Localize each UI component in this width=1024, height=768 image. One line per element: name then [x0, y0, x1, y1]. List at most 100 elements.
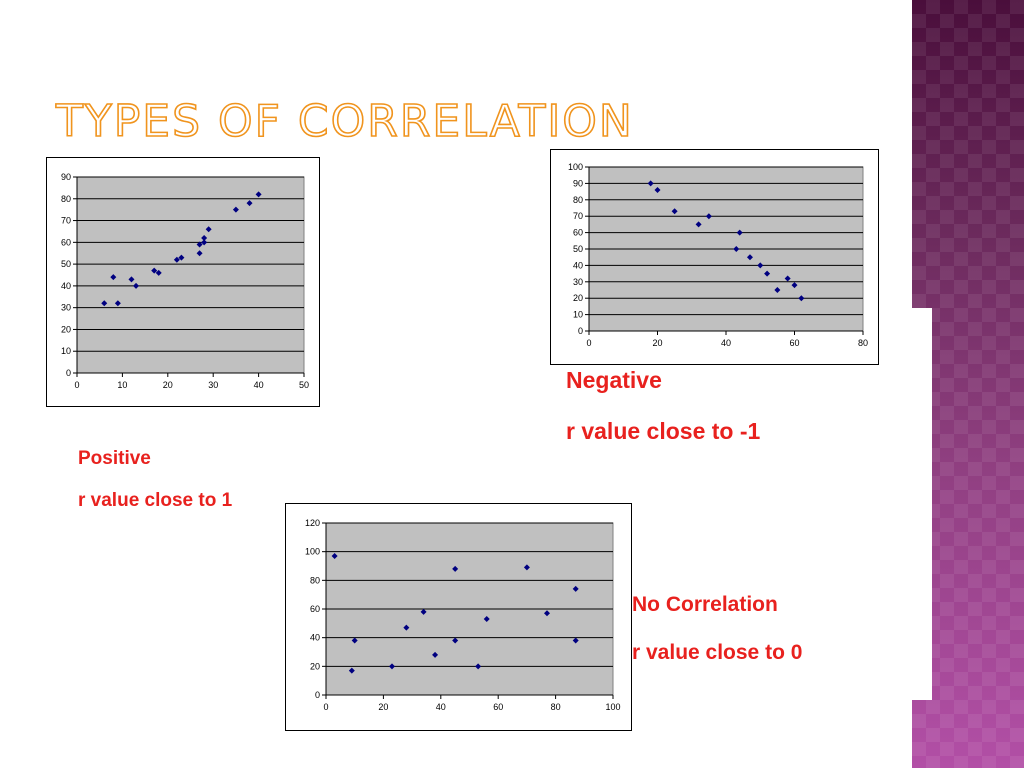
y-tick-label-20: 20	[310, 661, 320, 671]
decorative-notch	[912, 308, 932, 700]
data-point-11	[201, 239, 208, 246]
data-point-16	[255, 191, 262, 198]
x-tick-label-60: 60	[493, 702, 503, 712]
x-tick-label-30: 30	[208, 380, 218, 390]
data-point-8	[757, 262, 764, 269]
x-tick-label-0: 0	[586, 338, 591, 348]
data-point-12	[201, 234, 208, 241]
y-tick-label-100: 100	[305, 547, 320, 557]
x-tick-label-20: 20	[163, 380, 173, 390]
data-point-2	[351, 637, 358, 644]
data-point-13	[205, 226, 212, 233]
data-point-6	[432, 651, 439, 658]
data-point-10	[483, 616, 490, 623]
data-point-8	[452, 565, 459, 572]
y-tick-label-70: 70	[61, 216, 71, 226]
x-tick-label-80: 80	[858, 338, 868, 348]
data-point-1	[348, 667, 355, 674]
y-tick-label-40: 40	[573, 260, 583, 270]
no-correlation-caption-detail: r value close to 0	[632, 641, 803, 664]
data-point-9	[475, 663, 482, 670]
data-point-10	[774, 287, 781, 293]
x-tick-label-60: 60	[789, 338, 799, 348]
data-point-12	[543, 610, 550, 617]
data-point-4	[133, 282, 140, 289]
data-point-3	[128, 276, 135, 283]
positive-scatter-plot: 0 10 20 30 40 50 60 70 80 90 0 10 20 30 40 50	[61, 172, 309, 390]
y-tick-label-80: 80	[573, 195, 583, 205]
no-correlation-chart: 0 20 40 60 80 100 120 0 20 40 60 80 100	[285, 503, 632, 731]
data-point-9	[196, 250, 203, 257]
data-point-4	[705, 213, 712, 220]
y-tick-label-40: 40	[61, 281, 71, 291]
data-point-13	[798, 295, 805, 302]
data-point-11	[523, 564, 530, 571]
x-tick-label-40: 40	[721, 338, 731, 348]
y-tick-label-60: 60	[573, 228, 583, 238]
x-tick-label-50: 50	[299, 380, 309, 390]
data-point-14	[572, 637, 579, 644]
data-point-14	[232, 206, 239, 213]
y-tick-label-10: 10	[573, 310, 583, 320]
data-point-4	[403, 624, 410, 631]
y-tick-label-20: 20	[61, 324, 71, 334]
negative-scatter-plot: 0 10 20 30 40 50 60 70 80 90 100 0 20 40 60 80	[568, 162, 868, 348]
y-tick-label-50: 50	[61, 259, 71, 269]
data-point-10	[196, 241, 203, 248]
y-tick-label-0: 0	[578, 326, 583, 336]
y-tick-label-100: 100	[568, 162, 583, 172]
y-tick-label-90: 90	[573, 178, 583, 188]
y-tick-label-50: 50	[573, 244, 583, 254]
y-tick-label-60: 60	[61, 237, 71, 247]
data-point-7	[173, 256, 180, 263]
data-point-7	[452, 637, 459, 644]
data-point-3	[695, 221, 702, 228]
data-point-2	[114, 300, 121, 307]
x-tick-label-40: 40	[436, 702, 446, 712]
x-tick-label-40: 40	[254, 380, 264, 390]
data-point-6	[155, 269, 162, 276]
no-correlation-caption-heading: No Correlation	[632, 593, 778, 616]
x-tick-label-100: 100	[605, 702, 620, 712]
data-point-9	[764, 270, 771, 277]
y-tick-label-0: 0	[66, 368, 71, 378]
y-tick-label-10: 10	[61, 346, 71, 356]
x-tick-label-0: 0	[323, 702, 328, 712]
y-tick-label-60: 60	[310, 604, 320, 614]
negative-caption-detail: r value close to -1	[566, 418, 761, 444]
y-tick-label-70: 70	[573, 211, 583, 221]
y-tick-label-40: 40	[310, 633, 320, 643]
y-tick-label-30: 30	[573, 277, 583, 287]
negative-correlation-chart: 0 10 20 30 40 50 60 70 80 90 100 0 20 40 60 80	[550, 149, 879, 365]
positive-caption-heading: Positive	[78, 448, 151, 469]
y-tick-label-120: 120	[305, 518, 320, 528]
data-point-15	[246, 200, 253, 207]
no-correlation-scatter-plot: 0 20 40 60 80 100 120 0 20 40 60 80 100	[305, 518, 621, 712]
positive-caption-detail: r value close to 1	[78, 490, 233, 511]
data-point-0	[101, 300, 108, 307]
x-tick-label-20: 20	[652, 338, 662, 348]
data-point-12	[791, 282, 798, 289]
data-point-6	[736, 229, 743, 236]
y-tick-label-30: 30	[61, 303, 71, 313]
y-tick-label-80: 80	[310, 575, 320, 585]
negative-caption-heading: Negative	[566, 367, 662, 393]
x-tick-label-80: 80	[551, 702, 561, 712]
slide-title: TYPES OF CORRELATION	[55, 95, 634, 148]
data-point-5	[151, 267, 158, 274]
y-tick-label-90: 90	[61, 172, 71, 182]
data-point-1	[110, 274, 117, 281]
y-tick-label-80: 80	[61, 194, 71, 204]
y-tick-label-0: 0	[315, 690, 320, 700]
plot-area	[76, 176, 305, 374]
data-point-5	[420, 608, 427, 615]
x-tick-label-0: 0	[74, 380, 79, 390]
data-point-13	[572, 585, 579, 592]
data-point-2	[671, 208, 678, 215]
positive-correlation-chart: 0 10 20 30 40 50 60 70 80 90 0 10 20 30 40 50	[46, 157, 320, 407]
data-point-3	[389, 663, 396, 670]
x-tick-label-20: 20	[378, 702, 388, 712]
data-point-0	[331, 552, 338, 559]
data-point-1	[654, 186, 661, 193]
data-point-7	[746, 254, 753, 261]
